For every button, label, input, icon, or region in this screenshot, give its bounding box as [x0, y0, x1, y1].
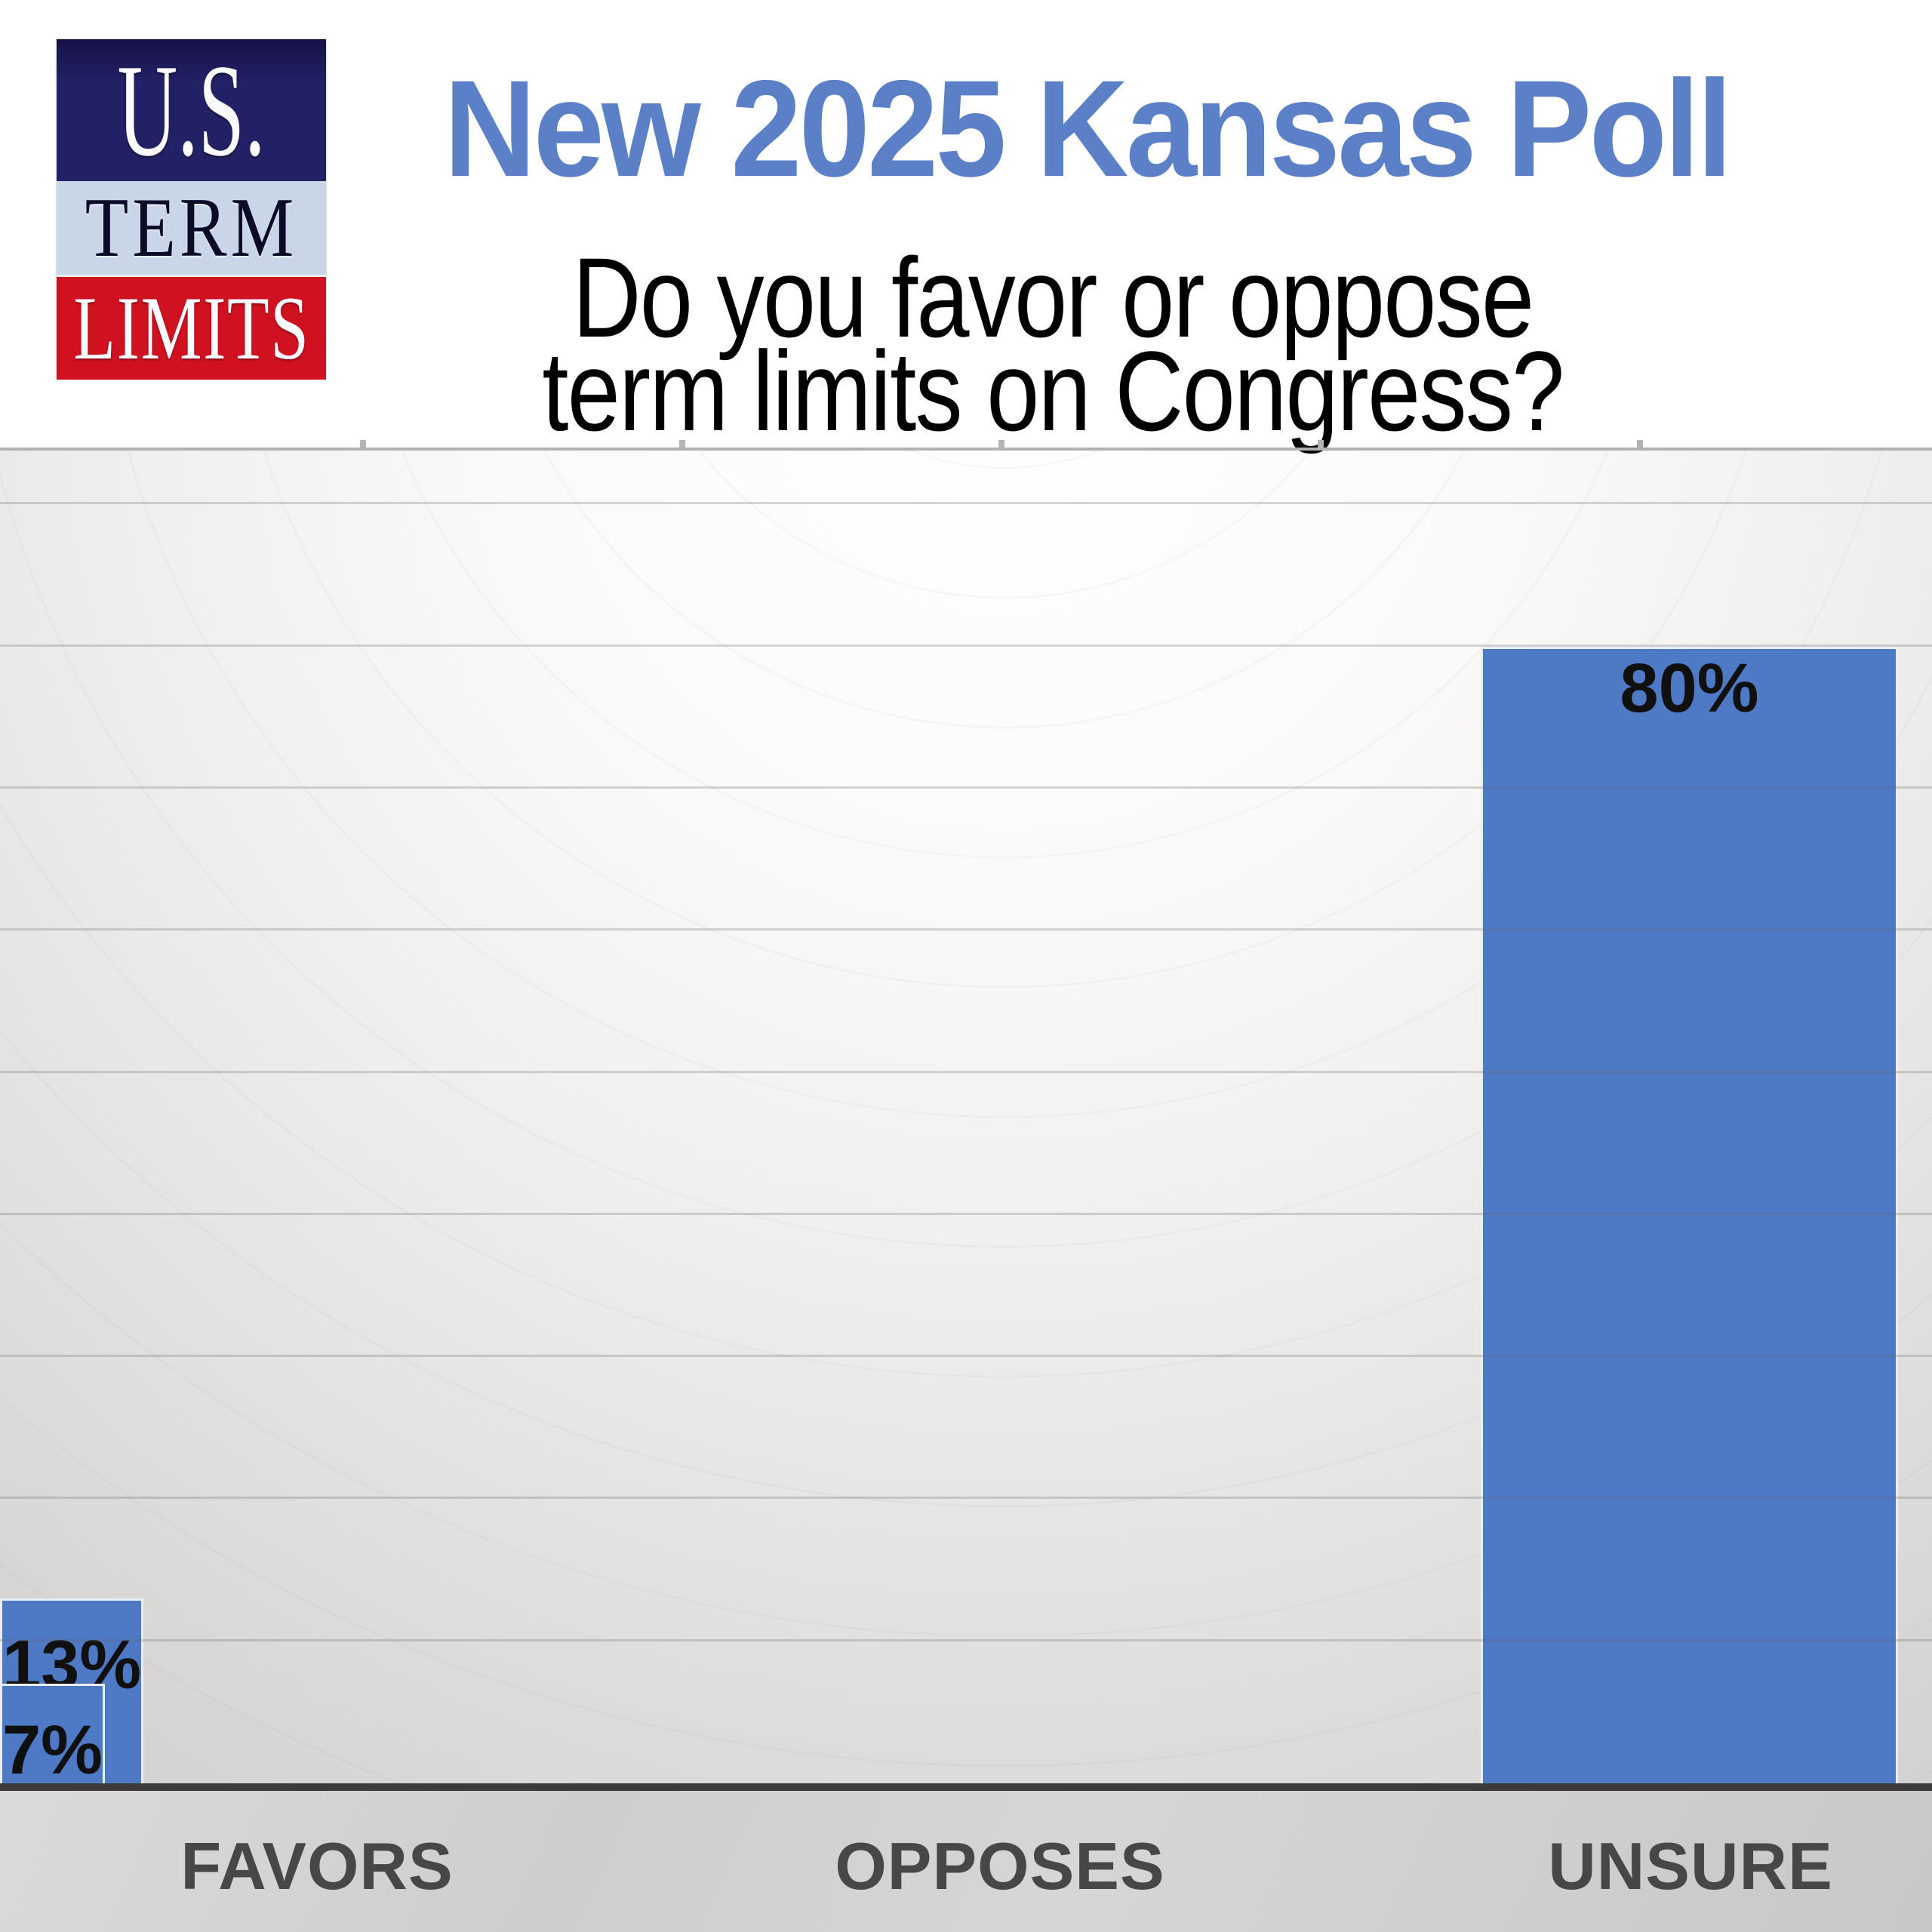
logo-text-limits: LIMITS — [72, 278, 310, 378]
logo-text-us: U.S. — [117, 39, 266, 181]
top-tick — [998, 440, 1004, 448]
bar-value-label: 80% — [1620, 650, 1759, 727]
bar-favors: 80% — [1481, 647, 1898, 1783]
page-title: New 2025 Kansas Poll — [444, 51, 1732, 205]
gridline — [0, 1497, 1932, 1499]
gridline — [0, 786, 1932, 789]
top-tick — [360, 440, 366, 448]
category-label-opposes: OPPOSES — [835, 1829, 1165, 1903]
gridline — [0, 502, 1932, 504]
top-tick — [1318, 440, 1324, 448]
header: U.S. TERM LIMITS New 2025 Kansas Poll Do… — [0, 0, 1932, 448]
gridline — [0, 1213, 1932, 1215]
gridline — [0, 645, 1932, 647]
category-label-unsure: UNSURE — [1548, 1829, 1833, 1903]
top-tick — [1637, 440, 1643, 448]
gridline — [0, 1355, 1932, 1357]
x-axis-line — [0, 1783, 1932, 1791]
bar-chart: 80% 13% 7% FAVORS OPPOSES UNSURE — [0, 440, 1932, 1932]
logo-band-red: LIMITS — [57, 275, 326, 380]
category-axis: FAVORS OPPOSES UNSURE — [0, 1791, 1932, 1932]
plot-top-border — [0, 440, 1932, 451]
question-line-2: term limits on Congress? — [542, 328, 1564, 454]
plot-area: 80% 13% 7% — [0, 440, 1932, 1789]
top-tick — [679, 440, 685, 448]
logo-band-navy: U.S. — [57, 39, 326, 181]
gridline — [0, 928, 1932, 931]
bar-value-label: 7% — [2, 1712, 103, 1789]
logo-band-light-blue: TERM — [57, 181, 326, 275]
us-term-limits-logo: U.S. TERM LIMITS — [57, 39, 326, 380]
question-line-1: Do you favor or oppose — [572, 234, 1535, 361]
poll-question: Do you favor or oppose term limits on Co… — [445, 241, 1661, 448]
bar-unsure: 7% — [0, 1684, 105, 1789]
logo-text-term: TERM — [85, 181, 298, 275]
gridline — [0, 1639, 1932, 1641]
gridline — [0, 1071, 1932, 1073]
category-label-favors: FAVORS — [180, 1829, 454, 1903]
